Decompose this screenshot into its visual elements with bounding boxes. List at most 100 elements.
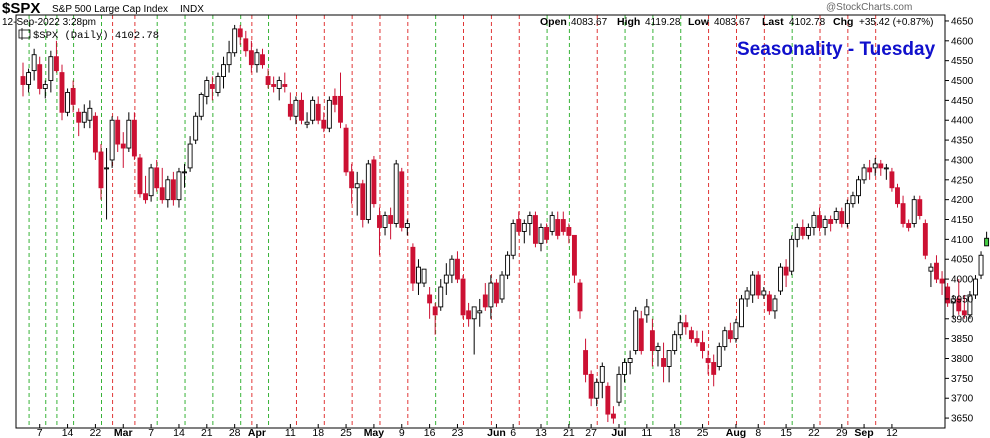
candle-body (605, 385, 611, 415)
candle-body (610, 413, 616, 419)
x-tick-label: 16 (424, 427, 436, 438)
candle-111 (638, 310, 644, 355)
candle-41 (248, 40, 254, 73)
candle-28 (176, 167, 182, 208)
candle-155 (883, 163, 889, 180)
candle-body (377, 215, 382, 228)
y-tick-label: 4400 (951, 116, 974, 127)
candle-body (115, 119, 121, 145)
candle-body (900, 203, 906, 224)
candle-body (482, 294, 488, 308)
y-tick-label: 4100 (951, 235, 974, 246)
candle-121 (694, 330, 700, 347)
candle-140 (800, 219, 806, 240)
chg-label: Chg (833, 16, 853, 28)
candle-77 (449, 255, 455, 284)
candle-legend-icon (18, 29, 31, 39)
candle-body (332, 95, 338, 105)
candle-body (126, 119, 132, 149)
candle-body (984, 237, 990, 247)
candle-11 (81, 104, 87, 129)
candle-body (254, 52, 260, 66)
candle-body (137, 157, 143, 195)
candle-body (20, 76, 26, 85)
candle-body (733, 322, 739, 340)
candle-body (393, 163, 399, 224)
candle-58 (343, 124, 349, 176)
vertical-grid-lines (28, 15, 877, 428)
open-label: Open (540, 16, 567, 28)
candle-142 (811, 211, 817, 236)
candle-82 (477, 298, 483, 327)
candle-141 (805, 223, 811, 240)
candle-8 (65, 88, 71, 117)
candle-body (532, 215, 538, 244)
x-tick-label: 9 (399, 427, 405, 438)
candle-162 (922, 219, 928, 260)
candle-131 (750, 271, 756, 303)
candle-body (31, 54, 37, 72)
x-tick-label: 18 (312, 427, 324, 438)
x-tick-label: 11 (285, 427, 296, 438)
candle-32 (198, 92, 204, 121)
candle-7 (59, 64, 65, 121)
candle-102 (588, 370, 594, 407)
candle-85 (494, 279, 499, 307)
candle-body (432, 306, 438, 316)
legend-text: $SPX (Daily) 4102.78 (33, 30, 159, 42)
candle-body (455, 258, 460, 280)
candle-61 (360, 179, 366, 228)
candle-126 (722, 326, 728, 351)
candle-body (176, 171, 182, 201)
candle-body (961, 310, 967, 316)
candle-body (800, 227, 806, 236)
candle-66 (388, 207, 394, 240)
y-tick-label: 4050 (951, 255, 974, 266)
y-tick-label: 3700 (951, 394, 974, 405)
candle-body (739, 298, 744, 328)
x-tick-label: 6 (510, 427, 516, 438)
candle-body (727, 330, 733, 340)
candle-129 (739, 294, 744, 328)
candle-body (583, 350, 589, 375)
candle-17 (115, 116, 121, 153)
candle-body (477, 310, 483, 314)
last-label: Last (762, 16, 784, 28)
candle-body (360, 183, 366, 220)
candle-167 (950, 294, 956, 319)
candle-74 (432, 302, 438, 335)
candle-25 (159, 167, 165, 204)
x-tick-label: 8 (755, 427, 761, 438)
candle-body (460, 278, 466, 316)
candle-164 (934, 255, 939, 284)
candle-39 (237, 24, 243, 45)
candle-161 (917, 195, 923, 220)
candle-body (906, 223, 912, 228)
candle-45 (271, 76, 277, 93)
candle-body (956, 298, 962, 312)
candle-160 (911, 195, 917, 228)
candle-body (716, 346, 722, 367)
high-label: High (617, 16, 640, 28)
chart-datetime: 12-Sep-2022 3:28pm (2, 17, 96, 28)
plot-frame (15, 14, 946, 429)
candle-14 (98, 144, 104, 200)
candle-65 (382, 211, 388, 236)
candle-body (850, 195, 856, 205)
candle-146 (833, 207, 839, 224)
last-value: 4102.78 (789, 17, 826, 28)
candle-103 (594, 378, 600, 407)
candle-157 (895, 183, 900, 208)
candle-68 (399, 167, 405, 232)
candle-body (276, 80, 282, 89)
candle-138 (789, 235, 795, 276)
candle-54 (321, 112, 327, 133)
candle-122 (700, 330, 705, 359)
candle-body (165, 179, 171, 201)
ticker-symbol: $SPX (2, 0, 40, 17)
candle-90 (521, 219, 527, 244)
candle-body (934, 262, 939, 280)
candle-body (87, 107, 93, 121)
candle-body (120, 143, 126, 149)
